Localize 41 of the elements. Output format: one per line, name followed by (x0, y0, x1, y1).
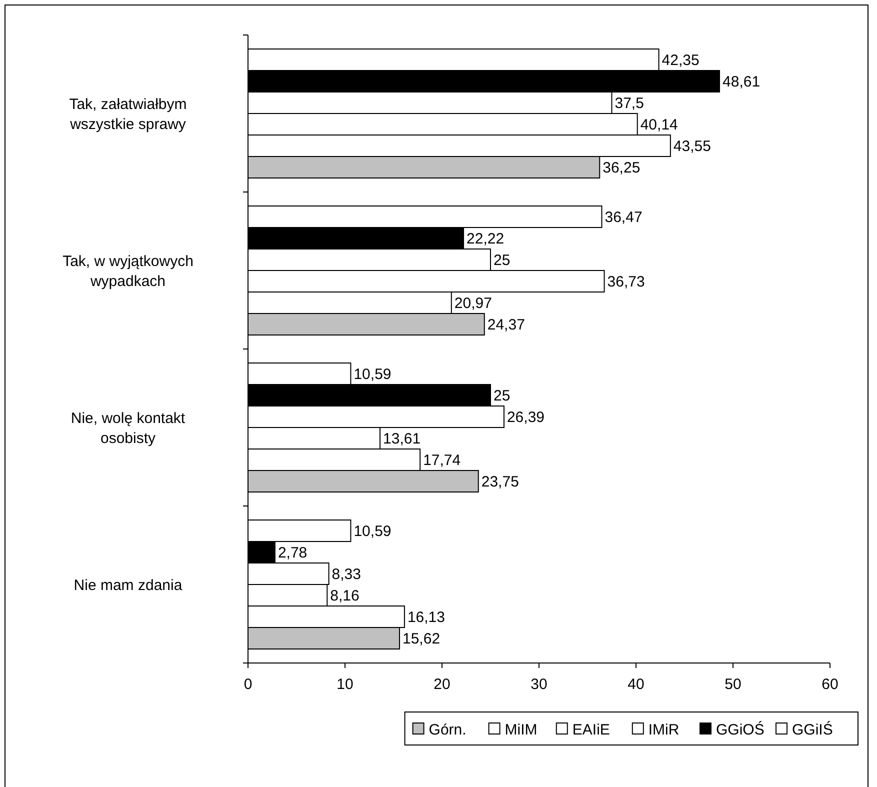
x-tick-label: 10 (336, 676, 354, 693)
legend-label: GGiIŚ (792, 720, 833, 738)
data-label: 8,33 (332, 566, 362, 583)
data-label: 23,75 (481, 474, 519, 490)
legend-label: EAIiE (572, 721, 610, 738)
data-label: 16,13 (407, 609, 446, 626)
x-tick-label: 20 (434, 676, 450, 693)
data-label: 10,59 (354, 523, 392, 540)
y-tick-label: Tak, załatwiałbym wszystkie sprawy (69, 96, 187, 133)
data-label: 26,39 (506, 409, 545, 426)
data-label: 8,16 (330, 588, 360, 604)
data-label: 15,62 (402, 630, 440, 648)
data-label: 24,37 (487, 316, 525, 334)
data-label: 43,55 (673, 138, 711, 155)
data-label: 36,25 (602, 160, 640, 176)
data-label: 25 (494, 388, 510, 404)
legend-label: MiIM (504, 721, 538, 738)
y-tick-label: Tak, w wyjątkowych wypadkach (62, 252, 194, 290)
data-label: 2,78 (278, 544, 308, 562)
x-tick-label: 0 (244, 676, 252, 693)
data-label: 48,61 (722, 74, 760, 90)
data-label: 10,59 (354, 366, 392, 383)
y-tick-label: Nie mam zdania (74, 576, 183, 594)
data-label: 20,97 (454, 295, 492, 312)
data-label: 36,73 (607, 274, 645, 290)
x-tick-label: 50 (724, 676, 742, 693)
data-label: 13,61 (383, 430, 421, 448)
data-label: 17,74 (423, 452, 461, 469)
legend-label: GGiOŚ (716, 720, 764, 738)
x-tick-label: 60 (822, 676, 838, 693)
x-tick-label: 40 (628, 676, 644, 693)
data-label: 25 (494, 252, 510, 269)
data-label: 22,22 (466, 230, 504, 248)
y-tick-label: Nie, wolę kontakt osobisty (70, 410, 186, 447)
x-tick-label: 30 (530, 676, 548, 693)
data-label: 42,35 (662, 52, 700, 69)
legend-label: IMiR (648, 721, 680, 738)
data-label: 36,47 (604, 209, 642, 226)
legend-label: Górn. (428, 721, 466, 738)
data-label: 37,5 (614, 95, 644, 112)
data-label: 40,14 (640, 116, 678, 134)
